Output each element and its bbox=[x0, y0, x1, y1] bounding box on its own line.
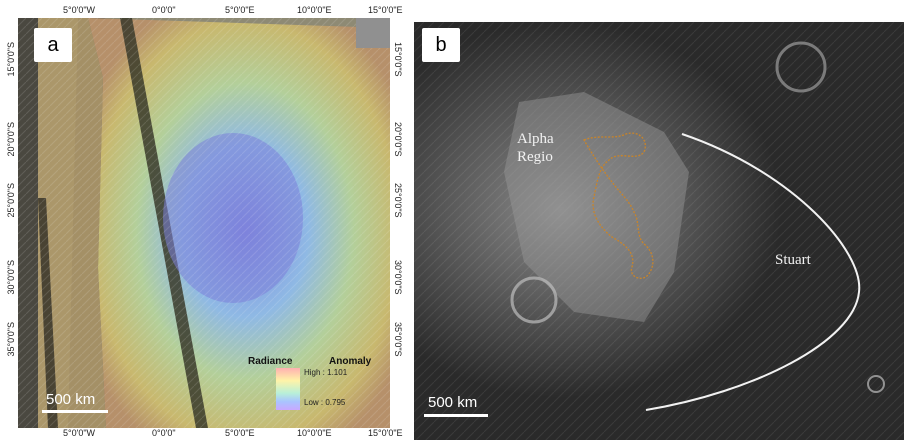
bottom-tick-5w: 5°0'0"W bbox=[63, 428, 96, 438]
legend-high-value: High : 1.101 bbox=[304, 368, 348, 377]
radar-image bbox=[414, 22, 904, 440]
left-tick-35s: 35°0'0"S bbox=[6, 322, 16, 357]
radiance-anomaly-map bbox=[18, 18, 390, 428]
legend-low-value: Low : 0.795 bbox=[304, 398, 346, 407]
scale-bar-label-b: 500 km bbox=[428, 394, 478, 411]
panel-label-a: a bbox=[34, 28, 72, 62]
left-tick-15s: 15°0'0"S bbox=[6, 42, 16, 77]
top-tick-10e: 10°0'0"E bbox=[297, 5, 332, 15]
crater-ring-small bbox=[867, 375, 885, 393]
bottom-tick-10e: 10°0'0"E bbox=[297, 428, 332, 438]
bottom-tick-0: 0°0'0" bbox=[152, 428, 176, 438]
stuart-parabola bbox=[645, 133, 861, 411]
label-stuart: Stuart bbox=[775, 252, 811, 268]
right-tick-35s: 35°0'0"S bbox=[393, 322, 403, 357]
legend-title-radiance: Radiance bbox=[248, 356, 293, 367]
right-tick-20s: 20°0'0"S bbox=[393, 122, 403, 157]
legend-color-ramp bbox=[276, 368, 300, 410]
top-tick-5w: 5°0'0"W bbox=[63, 5, 96, 15]
left-tick-25s: 25°0'0"S bbox=[6, 183, 16, 218]
bottom-tick-5e: 5°0'0"E bbox=[225, 428, 255, 438]
scale-bar-line-b bbox=[424, 414, 488, 417]
crater-ring-left bbox=[510, 276, 558, 324]
right-tick-15s: 15°0'0"S bbox=[393, 42, 403, 77]
right-tick-25s: 25°0'0"S bbox=[393, 183, 403, 218]
label-alpha-regio: Alpha Regio bbox=[517, 131, 554, 165]
right-tick-30s: 30°0'0"S bbox=[393, 260, 403, 295]
left-tick-30s: 30°0'0"S bbox=[6, 260, 16, 295]
alpha-regio-area bbox=[504, 92, 689, 322]
left-tick-20s: 20°0'0"S bbox=[6, 122, 16, 157]
top-tick-5e: 5°0'0"E bbox=[225, 5, 255, 15]
legend-title-anomaly: Anomaly bbox=[329, 356, 372, 367]
crater-ring-top bbox=[775, 41, 827, 93]
alpha-regio-outline bbox=[583, 132, 654, 279]
panel-a: 5°0'0"W 0°0'0" 5°0'0"E 10°0'0"E 15°0'0"E… bbox=[0, 0, 404, 440]
scale-bar-label-a: 500 km bbox=[46, 391, 96, 408]
bottom-tick-15e: 15°0'0"E bbox=[368, 428, 403, 438]
panel-label-b: b bbox=[422, 28, 460, 62]
top-tick-15e: 15°0'0"E bbox=[368, 5, 403, 15]
top-tick-0: 0°0'0" bbox=[152, 5, 176, 15]
scale-bar-line-a bbox=[42, 410, 108, 413]
panel-b: b Alpha Regio Stuart 500 km bbox=[414, 22, 904, 440]
